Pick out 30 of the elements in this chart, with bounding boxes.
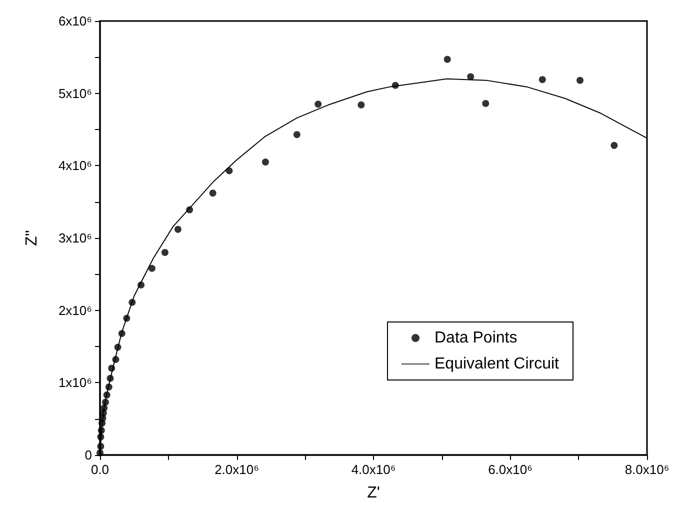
point — [576, 76, 584, 84]
legend-label: Equivalent Circuit — [434, 356, 560, 372]
x-tick-label: 0.0 — [90, 462, 110, 477]
point — [209, 190, 216, 197]
point — [358, 101, 365, 108]
point — [293, 131, 300, 138]
point — [314, 100, 322, 108]
point — [161, 248, 168, 256]
point — [610, 142, 618, 149]
legend-label: Data Points — [434, 330, 518, 346]
x-tick-label: 8.0x10⁶ — [624, 462, 670, 477]
y-tick-label: 4x10⁶ — [58, 158, 92, 174]
y-tick-label: 2x10⁶ — [58, 302, 92, 318]
point — [467, 73, 474, 80]
x-tick-label: 6.0x10⁶ — [488, 462, 532, 477]
y-tick-label: 5x10⁶ — [58, 86, 92, 101]
y-tick-label: 3x10⁶ — [58, 230, 92, 246]
y-tick-label: 1x10⁶ — [58, 375, 92, 390]
point — [262, 158, 269, 166]
x-tick-label: 2.0x10⁶ — [214, 462, 259, 477]
point — [444, 56, 451, 63]
point — [148, 264, 156, 272]
point — [538, 76, 546, 84]
y-axis-title: Z'' — [24, 230, 40, 246]
point — [174, 226, 182, 233]
y-tick-label: 0 — [84, 448, 92, 462]
y-tick-label: 6x10⁶ — [58, 14, 92, 28]
x-tick-label: 4.0x10⁶ — [351, 462, 396, 477]
point — [482, 100, 490, 107]
x-axis-title: Z' — [367, 484, 380, 502]
